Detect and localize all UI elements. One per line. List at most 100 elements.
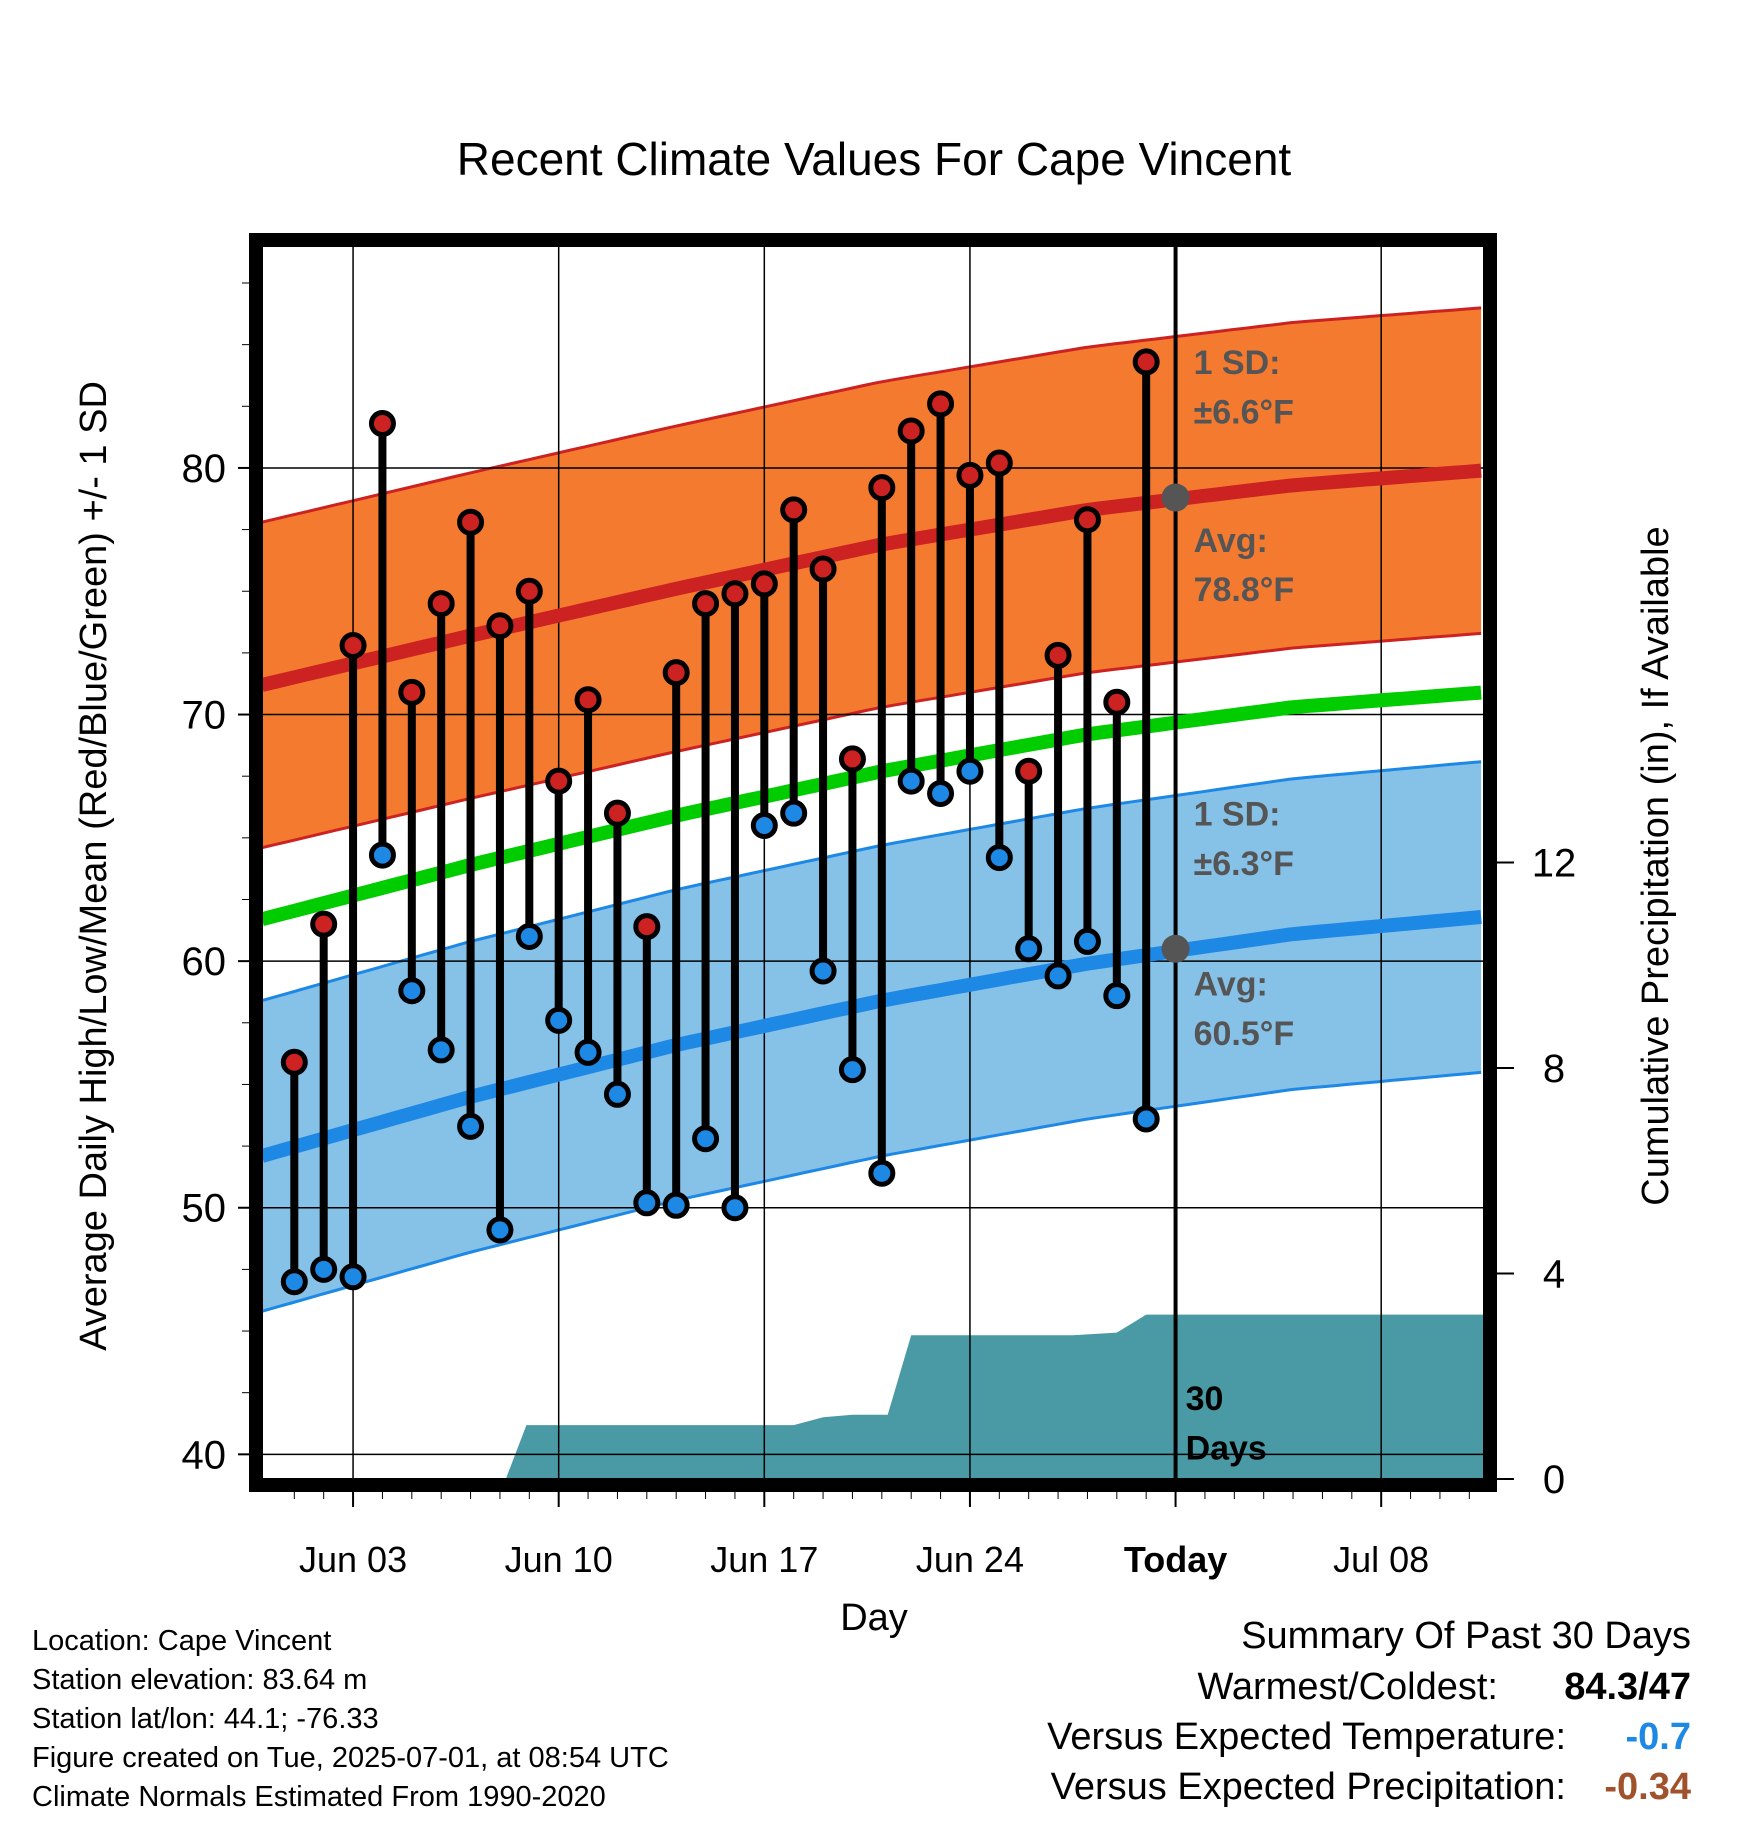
days-word-label: Days (1186, 1429, 1267, 1467)
x-tick-label: Jun 03 (299, 1539, 407, 1580)
summary-temp-label: Versus Expected Temperature: (1047, 1716, 1566, 1758)
high-sd-value: ±6.6°F (1194, 394, 1294, 432)
x-tick-label: Today (1124, 1539, 1227, 1580)
high-point (633, 913, 661, 941)
low-point (897, 767, 925, 795)
high-point (486, 612, 514, 640)
high-point (1103, 688, 1131, 716)
high-sd-lower-edge (262, 631, 1482, 850)
low-point (927, 779, 955, 807)
low-point (574, 1038, 602, 1066)
low-point (398, 977, 426, 1005)
high-point (1132, 348, 1160, 376)
high-sd-label: 1 SD: (1194, 344, 1281, 382)
low-point (956, 757, 984, 785)
low-point (1015, 935, 1043, 963)
x-tick-label: Jun 17 (710, 1539, 818, 1580)
y-axis-right-label: Cumulative Precipitation (in), If Availa… (1635, 526, 1677, 1205)
low-point (721, 1194, 749, 1222)
high-point (868, 474, 896, 502)
x-tick-label: Jun 24 (916, 1539, 1024, 1580)
low-sd-label: 1 SD: (1194, 796, 1281, 834)
low-avg-line (262, 910, 1482, 1163)
info-created: Figure created on Tue, 2025-07-01, at 08… (32, 1742, 669, 1774)
summary-temp-value: -0.7 (1625, 1716, 1691, 1758)
low-point (486, 1216, 514, 1244)
low-point (545, 1006, 573, 1034)
info-elevation: Station elevation: 83.64 m (32, 1664, 368, 1696)
y-right-tick-label: 0 (1543, 1458, 1565, 1502)
high-avg-value: 78.8°F (1194, 571, 1295, 609)
low-avg-value: 60.5°F (1194, 1015, 1295, 1053)
low-point (838, 1056, 866, 1084)
summary-precip-value: -0.34 (1604, 1766, 1691, 1808)
y-left-tick-label: 50 (182, 1187, 227, 1231)
high-point (339, 631, 367, 659)
low-point (368, 841, 396, 869)
high-point (603, 799, 631, 827)
summary-warmest-value: 84.3/47 (1564, 1666, 1691, 1708)
high-point (692, 590, 720, 618)
low-point (515, 922, 543, 950)
low-point (750, 812, 778, 840)
low-point (603, 1080, 631, 1108)
high-point (1044, 641, 1072, 669)
info-normals: Climate Normals Estimated From 1990-2020 (32, 1781, 606, 1813)
high-point (662, 659, 690, 687)
low-point (662, 1191, 690, 1219)
mean-avg-line (262, 685, 1482, 926)
plot-area: 1 SD: ±6.6°F Avg: 78.8°F 1 SD: ±6.3°F Avg: 60.5… (182, 233, 1576, 1580)
high-point (721, 580, 749, 608)
high-point (985, 449, 1013, 477)
low-point (427, 1036, 455, 1064)
y-left-tick-label: 70 (182, 694, 227, 738)
days-count-label: 30 (1186, 1380, 1224, 1418)
high-point (310, 910, 338, 938)
high-point (927, 390, 955, 418)
plot-frame (249, 233, 1497, 1492)
y-right-tick-label: 4 (1543, 1253, 1565, 1297)
info-latlon: Station lat/lon: 44.1; -76.33 (32, 1703, 379, 1735)
plot-inner (262, 246, 1484, 1479)
info-location: Location: Cape Vincent (32, 1625, 332, 1657)
high-point (280, 1048, 308, 1076)
low-point (633, 1189, 661, 1217)
low-point (692, 1125, 720, 1153)
summary-precip-label: Versus Expected Precipitation: (1050, 1766, 1566, 1808)
low-sd-upper-edge (262, 760, 1482, 1003)
y-left-tick-label: 60 (182, 940, 227, 984)
summary-warmest-label: Warmest/Coldest: (1197, 1666, 1498, 1708)
high-point (574, 686, 602, 714)
x-tick-label: Jul 08 (1333, 1539, 1429, 1580)
high-point (956, 461, 984, 489)
y-axis-left-label: Average Daily High/Low/Mean (Red/Blue/Gr… (73, 381, 115, 1351)
high-avg-line (262, 463, 1482, 692)
high-point (780, 496, 808, 524)
low-point (985, 844, 1013, 872)
low-point (780, 799, 808, 827)
y-left-tick-label: 80 (182, 447, 227, 491)
low-point (339, 1263, 367, 1291)
chart-title: Recent Climate Values For Cape Vincent (457, 133, 1292, 185)
summary-title: Summary Of Past 30 Days (1241, 1615, 1691, 1657)
high-point (838, 745, 866, 773)
high-point (1015, 757, 1043, 785)
high-point (750, 570, 778, 598)
low-point (1103, 982, 1131, 1010)
y-right-tick-label: 8 (1543, 1047, 1565, 1091)
high-avg-label: Avg: (1194, 522, 1268, 560)
high-point (427, 590, 455, 618)
today-low-avg-marker (1161, 934, 1190, 963)
x-axis-label: Day (840, 1597, 908, 1639)
precip-area (262, 1314, 1484, 1479)
low-point (1044, 962, 1072, 990)
high-point (1073, 506, 1101, 534)
x-tick-label: Jun 10 (505, 1539, 613, 1580)
low-point (1073, 927, 1101, 955)
low-point (280, 1268, 308, 1296)
low-point (809, 957, 837, 985)
high-point (515, 577, 543, 605)
low-point (868, 1159, 896, 1187)
high-point (545, 767, 573, 795)
